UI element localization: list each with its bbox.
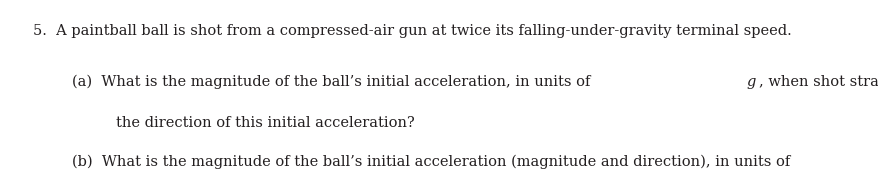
- Text: the direction of this initial acceleration?: the direction of this initial accelerati…: [116, 116, 414, 130]
- Text: (b)  What is the magnitude of the ball’s initial acceleration (magnitude and dir: (b) What is the magnitude of the ball’s …: [72, 154, 794, 169]
- Text: 5.  A paintball ball is shot from a compressed-air gun at twice its falling-unde: 5. A paintball ball is shot from a compr…: [33, 24, 791, 38]
- Text: g: g: [746, 75, 755, 89]
- Text: (a)  What is the magnitude of the ball’s initial acceleration, in units of: (a) What is the magnitude of the ball’s …: [72, 75, 594, 89]
- Text: , when shot straight up?  What is: , when shot straight up? What is: [758, 75, 878, 89]
